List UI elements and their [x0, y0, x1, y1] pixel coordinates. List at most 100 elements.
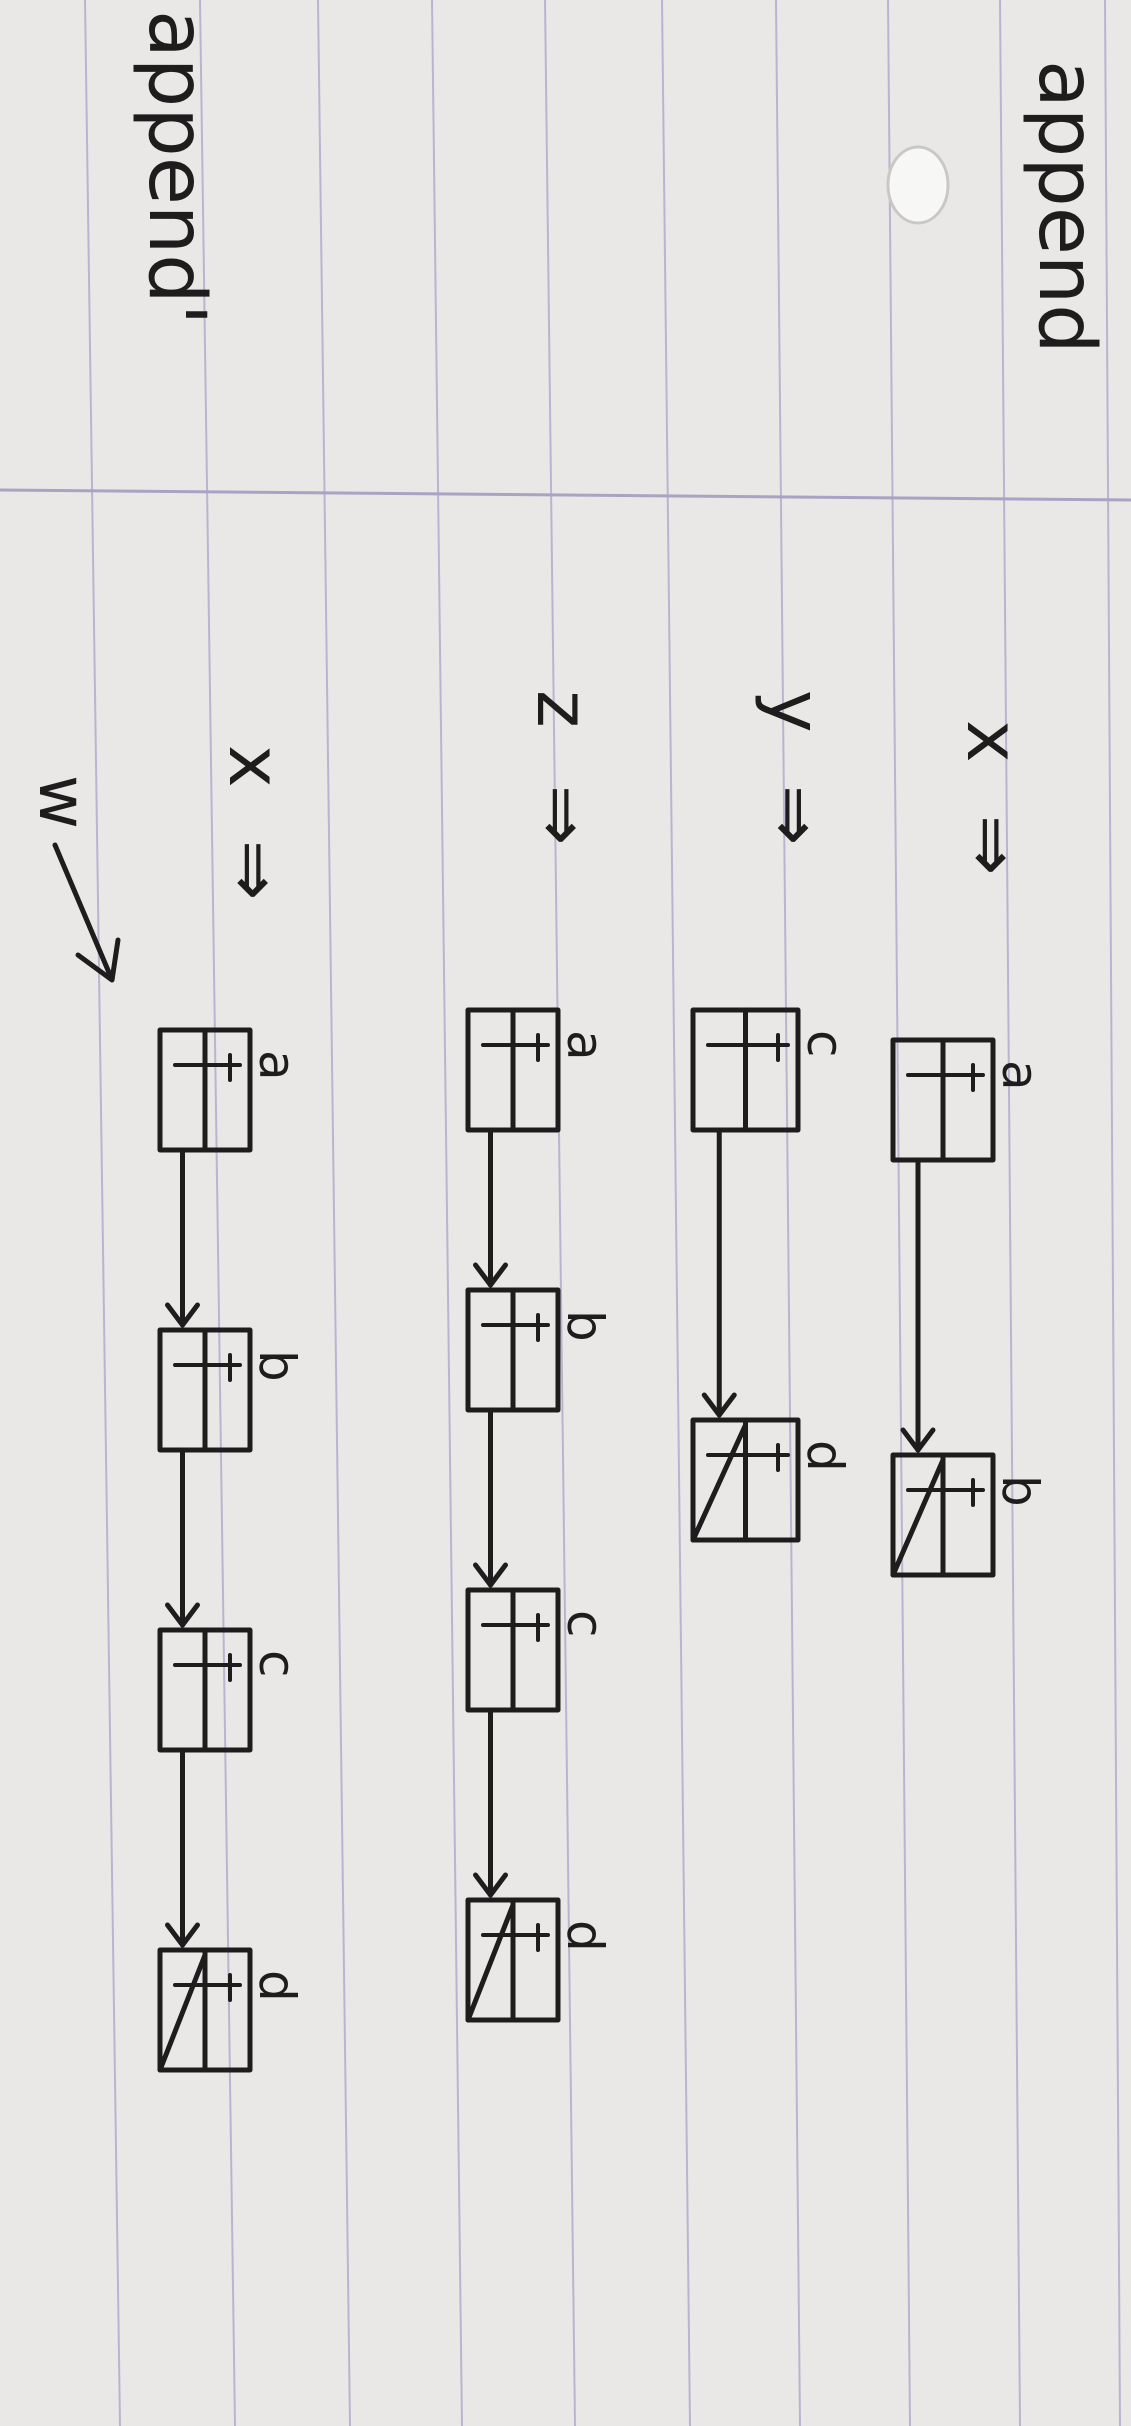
- nil-slash: [890, 1457, 946, 1578]
- rule-line: [999, 0, 1021, 2426]
- value-pointer: [481, 1613, 550, 1642]
- value-pointer: [481, 1313, 550, 1342]
- element-label-group: a: [556, 1030, 614, 1061]
- rule-line: [199, 0, 236, 2426]
- value-pointer: [706, 1033, 790, 1062]
- row-variable: y: [754, 690, 838, 733]
- element-label-group: d: [248, 1970, 306, 2002]
- next-arrow-head: [165, 1602, 200, 1628]
- next-arrow-head: [473, 1562, 508, 1588]
- list-node: d: [157, 1947, 306, 2073]
- value-pointer: [173, 1973, 242, 2002]
- row-variable-group: y⇒: [754, 690, 838, 845]
- element-label: b: [556, 1310, 614, 1342]
- value-pointer: [481, 1033, 550, 1062]
- next-arrow-head: [900, 1427, 936, 1453]
- element-label: d: [556, 1920, 614, 1952]
- element-label: b: [991, 1475, 1049, 1507]
- list-node: a: [465, 1007, 614, 1288]
- element-label: a: [248, 1050, 306, 1081]
- next-arrow-head: [165, 1922, 200, 1948]
- element-label: c: [556, 1610, 614, 1638]
- w-arrow-shaft: [52, 842, 113, 978]
- list-node: a: [890, 1037, 1049, 1453]
- list-node: d: [690, 1417, 854, 1543]
- heading-append-group: append: [1021, 60, 1111, 354]
- nil-slash: [465, 1902, 516, 2023]
- w-pointer: w: [24, 775, 121, 983]
- element-label-group: a: [248, 1050, 306, 1081]
- list-row: z⇒ a b c d: [465, 690, 614, 2023]
- list-row: y⇒cd: [690, 690, 854, 1543]
- next-arrow-head: [701, 1392, 737, 1418]
- element-label: c: [796, 1030, 854, 1058]
- rule-line: [84, 0, 121, 2426]
- row-variable: x: [951, 720, 1035, 763]
- row-arrow: ⇒: [754, 785, 838, 845]
- nil-slash: [157, 1952, 208, 2073]
- element-label: a: [991, 1060, 1049, 1091]
- value-pointer: [906, 1063, 985, 1092]
- value-pointer: [173, 1653, 242, 1682]
- next-arrow-head: [473, 1262, 508, 1288]
- value-pointer: [173, 1053, 242, 1082]
- value-pointer: [173, 1353, 242, 1382]
- rule-line: [887, 0, 911, 2426]
- element-label-group: c: [796, 1030, 854, 1058]
- element-label-group: d: [556, 1920, 614, 1952]
- element-label: d: [796, 1440, 854, 1472]
- row-variable-group: z⇒: [521, 690, 605, 845]
- rule-line: [1104, 0, 1121, 2426]
- heading-append: append: [1021, 60, 1111, 354]
- margin-line: [0, 488, 1131, 502]
- value-pointer: [906, 1478, 985, 1507]
- nil-slash: [690, 1422, 748, 1543]
- row-arrow: ⇒: [951, 815, 1035, 875]
- w-arrow-head: [75, 937, 121, 983]
- w-label: w: [24, 775, 101, 829]
- list-row: x⇒ab: [890, 720, 1049, 1578]
- rule-line: [775, 0, 801, 2426]
- element-label-group: b: [556, 1310, 614, 1342]
- row-arrow: ⇒: [213, 840, 297, 900]
- element-label-group: a: [991, 1060, 1049, 1091]
- rule-line: [317, 0, 351, 2426]
- rule-line: [544, 0, 576, 2426]
- element-label-group: c: [556, 1610, 614, 1638]
- element-label: d: [248, 1970, 306, 2002]
- element-label: c: [248, 1650, 306, 1678]
- element-label-group: b: [991, 1475, 1049, 1507]
- element-label-group: c: [248, 1650, 306, 1678]
- row-variable-group: x⇒: [951, 720, 1035, 875]
- list-node: c: [690, 1007, 854, 1418]
- heading-append-prime: append': [131, 10, 221, 325]
- ruled-lines: [84, 0, 1121, 2426]
- element-label: b: [248, 1350, 306, 1382]
- list-node: b: [157, 1327, 306, 1628]
- next-arrow-head: [165, 1302, 200, 1328]
- list-node: a: [157, 1027, 306, 1328]
- list-node: c: [157, 1627, 306, 1948]
- rule-line: [431, 0, 463, 2426]
- next-arrow-head: [473, 1872, 508, 1898]
- row-variable-group: x⇒: [213, 745, 297, 900]
- row-variable: x: [213, 745, 297, 788]
- punch-hole: [886, 145, 950, 225]
- value-pointer: [481, 1923, 550, 1952]
- list-node: b: [890, 1452, 1049, 1578]
- element-label: a: [556, 1030, 614, 1061]
- list-node: c: [465, 1587, 614, 1898]
- rule-line: [661, 0, 691, 2426]
- row-variable: z: [521, 690, 605, 728]
- value-pointer: [706, 1443, 790, 1472]
- list-node: d: [465, 1897, 614, 2023]
- element-label-group: d: [796, 1440, 854, 1472]
- heading-append-prime-group: append': [131, 10, 221, 325]
- element-label-group: b: [248, 1350, 306, 1382]
- list-node: b: [465, 1287, 614, 1588]
